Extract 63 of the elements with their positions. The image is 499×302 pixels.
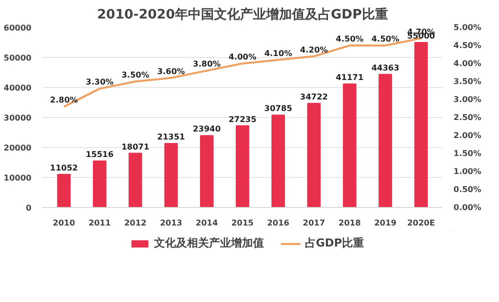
bar — [271, 114, 285, 208]
y2-tick-label: 4.00% — [454, 59, 482, 68]
data-label: 11052 — [50, 163, 78, 172]
data-label: 41171 — [336, 72, 364, 82]
bar — [128, 152, 142, 208]
x-tick-label: 2013 — [160, 218, 182, 228]
data-label: 4.50% — [371, 34, 400, 44]
data-label: 4.50% — [336, 34, 364, 44]
data-label: 18071 — [121, 142, 150, 152]
y-tick-label: 50000 — [4, 54, 32, 62]
bar — [164, 142, 178, 208]
x-tick-label: 2017 — [302, 218, 326, 228]
bar — [200, 135, 214, 208]
x-tick-label: 2014 — [196, 218, 218, 228]
chart-title: 2010-2020年中国文化产业增加值及占GDP比重 — [97, 6, 388, 22]
data-label: 34722 — [300, 92, 328, 102]
x-tick-label: 2019 — [374, 218, 397, 228]
data-label: 4.10% — [264, 48, 292, 58]
x-tick-label: 2020E — [407, 218, 435, 228]
data-label: 30785 — [264, 104, 293, 114]
data-label: 3.80% — [192, 60, 221, 69]
data-label: 15516 — [86, 150, 114, 159]
x-tick-label: 2015 — [231, 218, 254, 228]
y2-tick-label: 5.00% — [454, 23, 482, 32]
data-label: 4.00% — [228, 52, 256, 62]
data-label: 3.60% — [157, 66, 185, 76]
bar — [342, 83, 356, 208]
y2-tick-label: 3.00% — [454, 95, 482, 104]
data-label: 27235 — [228, 114, 257, 124]
y2-tick-label: 1.00% — [454, 167, 482, 176]
x-tick-label: 2010 — [52, 218, 76, 228]
y2-tick-label: 2.00% — [454, 131, 482, 140]
y-tick-label: 20000 — [4, 144, 32, 152]
legend-label: 占GDP比重 — [304, 236, 364, 250]
y2-tick-label: 1.50% — [454, 149, 482, 158]
y-tick-label: 60000 — [4, 24, 32, 32]
y2-tick-label: 4.50% — [454, 41, 482, 50]
bar — [236, 125, 250, 208]
bar — [414, 42, 428, 208]
data-label: 2.80% — [50, 96, 78, 105]
y-tick-label: 40000 — [4, 84, 32, 92]
y2-tick-label: 2.50% — [454, 113, 482, 122]
data-label: 21351 — [157, 132, 186, 142]
x-tick-label: 2018 — [338, 218, 362, 228]
data-label: 44363 — [371, 63, 400, 72]
y-tick-label: 30000 — [4, 114, 32, 122]
y-tick-label: 10000 — [4, 174, 32, 182]
bar — [307, 102, 321, 208]
data-label: 3.50% — [121, 70, 150, 80]
x-tick-label: 2012 — [124, 218, 146, 228]
y2-tick-label: 3.50% — [454, 77, 482, 86]
bar — [378, 74, 392, 208]
bar — [57, 174, 71, 208]
legend-label: 文化及相关产业增加值 — [154, 236, 264, 250]
bar — [92, 160, 106, 208]
data-label: 4.20% — [300, 45, 328, 54]
y2-tick-label: 0.00% — [454, 203, 482, 212]
y2-tick-label: 0.50% — [454, 185, 482, 194]
data-label: 3.30% — [86, 78, 114, 87]
y-tick-label: 0 — [26, 204, 32, 212]
x-tick-label: 2011 — [88, 218, 112, 228]
x-tick-label: 2016 — [267, 218, 290, 228]
data-label: 23940 — [192, 124, 222, 134]
